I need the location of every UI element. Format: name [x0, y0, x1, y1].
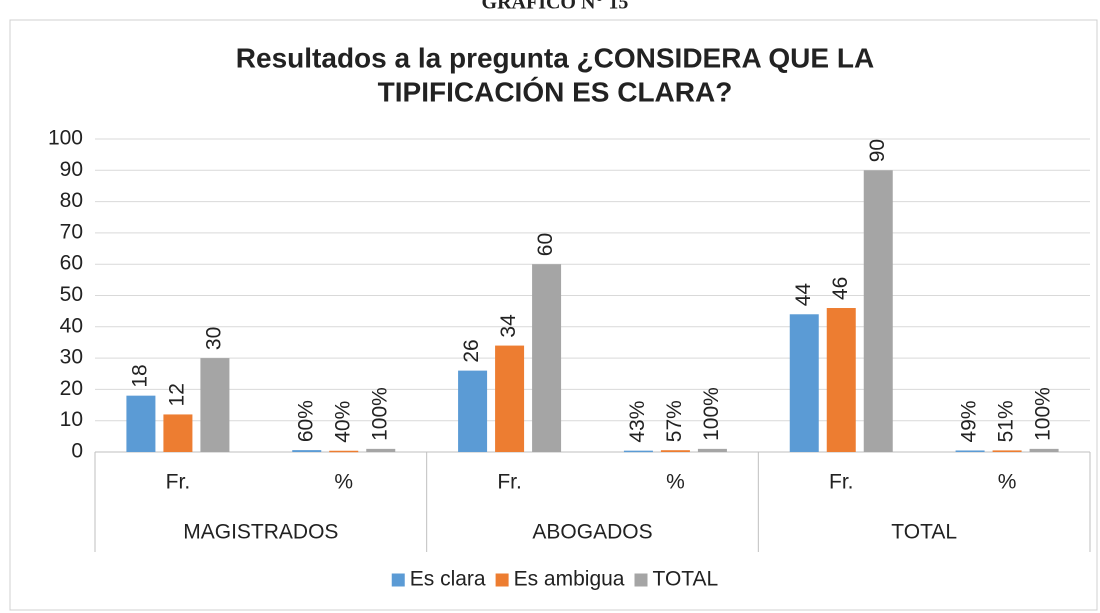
bar: [863, 170, 893, 453]
bar: [697, 448, 727, 452]
bar: [826, 308, 856, 452]
data-label: 51%: [995, 400, 1018, 442]
legend-label: Es ambigua: [514, 568, 625, 591]
y-tick-label: 60: [60, 252, 83, 275]
data-label: 60: [534, 233, 557, 256]
legend-label: Es clara: [410, 568, 486, 591]
legend-swatch: [391, 573, 405, 587]
data-label: 57%: [663, 400, 686, 442]
bar: [458, 370, 488, 452]
bar: [789, 314, 819, 452]
data-label: 90: [866, 139, 889, 162]
chart-title: TIPIFICACIÓN ES CLARA?: [378, 76, 733, 107]
x-tick-label: Fr.: [497, 471, 522, 494]
y-tick-label: 40: [60, 314, 83, 337]
group-label: ABOGADOS: [532, 521, 652, 544]
data-label: 34: [497, 314, 520, 338]
bar: [366, 448, 396, 452]
bar: [532, 264, 562, 452]
legend-label: TOTAL: [653, 568, 719, 591]
x-tick-label: %: [334, 471, 353, 494]
y-tick-label: 50: [60, 283, 83, 306]
data-label: 100%: [1032, 387, 1055, 441]
data-label: 40%: [331, 401, 354, 443]
y-tick-label: 30: [60, 346, 83, 369]
bar: [292, 450, 322, 452]
bar: [126, 395, 156, 452]
y-tick-label: 20: [60, 377, 83, 400]
bar: [623, 450, 653, 453]
bar: [329, 450, 359, 453]
bar: [1029, 448, 1059, 452]
bar: [992, 450, 1022, 452]
y-tick-label: 80: [60, 189, 83, 212]
data-label: 100%: [368, 387, 391, 441]
data-label: 43%: [626, 401, 649, 443]
y-tick-label: 100: [48, 127, 83, 150]
bar: [660, 450, 690, 452]
data-label: 44: [792, 283, 815, 307]
x-tick-label: Fr.: [166, 471, 191, 494]
chart-title: Resultados a la pregunta ¿CONSIDERA QUE …: [236, 42, 874, 73]
y-tick-label: 70: [60, 220, 83, 243]
data-label: 100%: [700, 387, 723, 441]
y-tick-label: 90: [60, 158, 83, 181]
data-label: 12: [165, 383, 188, 406]
data-label: 18: [128, 364, 151, 387]
data-label: 60%: [294, 400, 317, 442]
y-tick-label: 0: [71, 440, 83, 463]
bar: [200, 358, 230, 452]
group-label: TOTAL: [891, 521, 957, 544]
y-tick-label: 10: [60, 408, 83, 431]
legend-swatch: [634, 573, 648, 587]
header: GRAFICO N° 15: [482, 0, 629, 14]
data-label: 30: [202, 327, 225, 350]
x-tick-label: %: [998, 471, 1017, 494]
data-label: 26: [460, 339, 483, 362]
bar: [955, 450, 985, 452]
group-label: MAGISTRADOS: [183, 521, 338, 544]
bar: [495, 345, 525, 452]
bar: [163, 414, 193, 452]
x-tick-label: %: [666, 471, 685, 494]
data-label: 46: [829, 277, 852, 300]
data-label: 49%: [958, 400, 981, 442]
x-tick-label: Fr.: [829, 471, 854, 494]
legend-swatch: [495, 573, 509, 587]
